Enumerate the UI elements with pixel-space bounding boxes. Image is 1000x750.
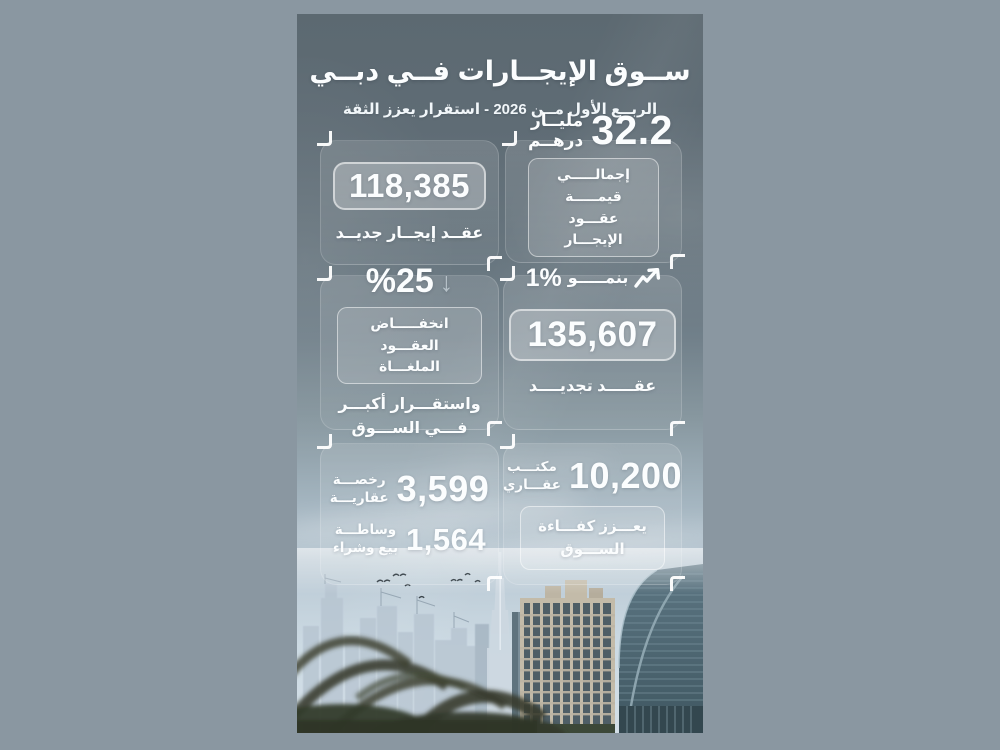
growth-text: بنمـــــو [568,268,629,288]
total-value-row: 32.2 مليــار درهــم [514,110,673,151]
stability-note-line1: واستقـــرار أكبـــر [338,396,481,414]
renewals-label: عقـــــد تجديــــد [528,378,657,395]
cancelled-percent-row: %25 ↓ [366,264,454,298]
growth-line: بنمـــــو 1% [526,264,662,293]
offices-benefit-box: يعـــزز كفـــاءة الســـوق [519,505,666,571]
licenses-label: رخصـــة عقاريـــة [330,471,389,507]
licenses-value-row: 3,599 رخصـــة عقاريـــة [330,467,490,509]
new-contracts-value: 118,385 [349,167,470,204]
brokerage-label-line2: بيع وشراء [332,540,399,556]
cancelled-percent-value: %25 [365,261,434,300]
corner-bracket-icon [317,266,332,281]
total-value-unit: مليــار درهــم [527,111,584,150]
haze-overlay [297,548,703,594]
licenses-label-line1: رخصـــة [332,471,386,487]
page-title: ســوق الإيجــارات فــي دبــي [309,56,691,86]
stat-card-cancelled-contracts: %25 ↓ انخفـــــاض العقـــود الملغـــاة و… [317,264,502,437]
stat-card-new-contracts: 118,385 عقــد إيجــار جديــد [317,131,502,271]
brokerage-label-line1: وساطـــة [334,522,397,537]
licenses-label-line2: عقاريـــة [329,489,389,505]
corner-bracket-icon [500,266,515,281]
palm-silhouette [297,636,566,733]
total-value: 32.2 [591,107,673,154]
curved-glass-tower [618,564,703,733]
licenses-value: 3,599 [396,467,490,509]
brokerage-label: وساطـــة بيع وشراء [333,521,398,557]
birds [376,572,481,599]
corner-bracket-icon [487,256,502,271]
cancelled-label-line1: انخفـــــاض [370,314,449,331]
brokerage-value: 1,564 [406,521,487,557]
arrow-down-icon: ↓ [439,267,454,298]
corner-bracket-icon [500,434,515,449]
offices-label-line1: مكتـــب [507,458,557,474]
offices-label-line2: عقـــاري [502,476,561,492]
corner-bracket-icon [317,434,332,449]
offices-value: 10,200 [568,454,683,496]
total-value-label-line1: إجمالـــــي قيمـــــة [557,166,630,204]
corner-bracket-icon [487,421,502,436]
corner-bracket-icon [670,254,685,269]
corner-bracket-icon [317,131,332,146]
stat-card-offices: 10,200 مكتـــب عقـــاري يعـــزز كفـــاءة… [500,434,685,591]
offices-benefit-text: يعـــزز كفـــاءة الســـوق [538,517,647,559]
corner-bracket-icon [670,421,685,436]
infographic-poster: ســوق الإيجــارات فــي دبــي الربــع الأ… [297,14,703,733]
offices-value-row: 10,200 مكتـــب عقـــاري [503,454,683,496]
page-subtitle: الربــع الأول مــن 2026 - استقرار يعزز ا… [342,101,658,118]
city-skyline-illustration [297,548,703,733]
trending-up-icon [634,267,661,288]
renewals-value-box: 135,607 [509,309,676,361]
market-stability-note: واستقـــرار أكبـــر فـــي الســـوق [338,393,480,441]
new-contracts-label: عقــد إيجــار جديــد [335,225,484,242]
total-value-label-line2: عقـــود الإيجـــار [564,209,623,248]
total-value-label-box: إجمالـــــي قيمـــــة عقـــود الإيجـــار [528,158,659,257]
renewals-value: 135,607 [527,315,658,354]
growth-value: 1% [526,264,562,293]
stat-card-renewals: 135,607 عقـــــد تجديــــد [500,266,685,436]
cancelled-label-line2: العقـــود الملغـــاة [379,336,440,375]
stat-card-licenses: 3,599 رخصـــة عقاريـــة 1,564 وساطـــة ب… [317,434,502,591]
offices-label: مكتـــب عقـــاري [503,458,561,494]
stability-note-line2: فـــي الســـوق [351,420,468,438]
new-contracts-value-box: 118,385 [333,162,486,210]
stat-card-total-value: 32.2 مليــار درهــم إجمالـــــي قيمـــــ… [502,110,685,292]
cancelled-label-box: انخفـــــاض العقـــود الملغـــاة [336,306,483,385]
brokerage-value-row: 1,564 وساطـــة بيع وشراء [333,521,486,557]
